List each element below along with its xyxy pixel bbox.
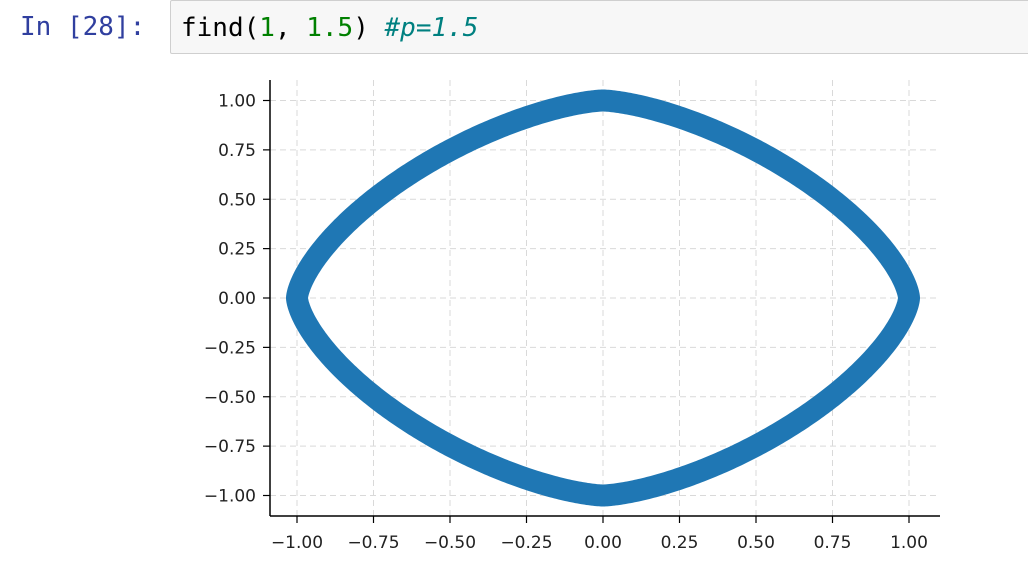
y-tick-label: 0.25: [218, 240, 256, 260]
y-tick-label: −0.25: [204, 338, 256, 358]
code-cell-input[interactable]: find(1, 1.5) #p=1.5: [170, 0, 1028, 54]
y-tick-label: 0.00: [218, 289, 256, 309]
x-tick-label: 0.75: [814, 533, 852, 553]
code-arg-2: 1.5: [306, 13, 354, 43]
y-tick-label: 0.75: [218, 141, 256, 161]
x-tick-label: 0.50: [737, 533, 775, 553]
code-line: find(1, 1.5) #p=1.5: [181, 7, 478, 49]
code-comment: #p=1.5: [384, 13, 479, 43]
code-close-paren: ): [353, 13, 385, 43]
grid-lines: [270, 80, 940, 516]
code-arg-1: 1: [259, 13, 275, 43]
x-ticks: −1.00 −0.75 −0.50 −0.25 0.00 0.25 0.50 0.75 1.00: [271, 516, 928, 553]
code-separator: ,: [274, 13, 307, 43]
code-function-call: find(: [181, 13, 260, 43]
x-tick-label: 1.00: [890, 533, 928, 553]
y-tick-label: −1.00: [204, 487, 256, 507]
x-tick-label: −0.75: [347, 533, 399, 553]
curve: [286, 89, 920, 507]
x-tick-label: −0.25: [500, 533, 552, 553]
y-tick-label: −0.75: [204, 437, 256, 457]
x-tick-label: −1.00: [271, 533, 323, 553]
plot-output: −1.00 −0.75 −0.50 −0.25 0.00 0.25 0.50 0.75 1.00…: [204, 80, 940, 553]
x-tick-label: −0.50: [424, 533, 476, 553]
y-tick-label: −0.50: [204, 388, 256, 408]
input-prompt: In [28]:: [20, 12, 146, 42]
y-ticks: −1.00 −0.75 −0.50 −0.25 0.00 0.25 0.50 0.75 1.00: [204, 92, 270, 507]
x-tick-label: 0.00: [584, 533, 622, 553]
y-tick-label: 1.00: [218, 92, 256, 112]
superellipse-curve: [286, 89, 920, 507]
x-tick-label: 0.25: [661, 533, 699, 553]
y-tick-label: 0.50: [218, 190, 256, 210]
